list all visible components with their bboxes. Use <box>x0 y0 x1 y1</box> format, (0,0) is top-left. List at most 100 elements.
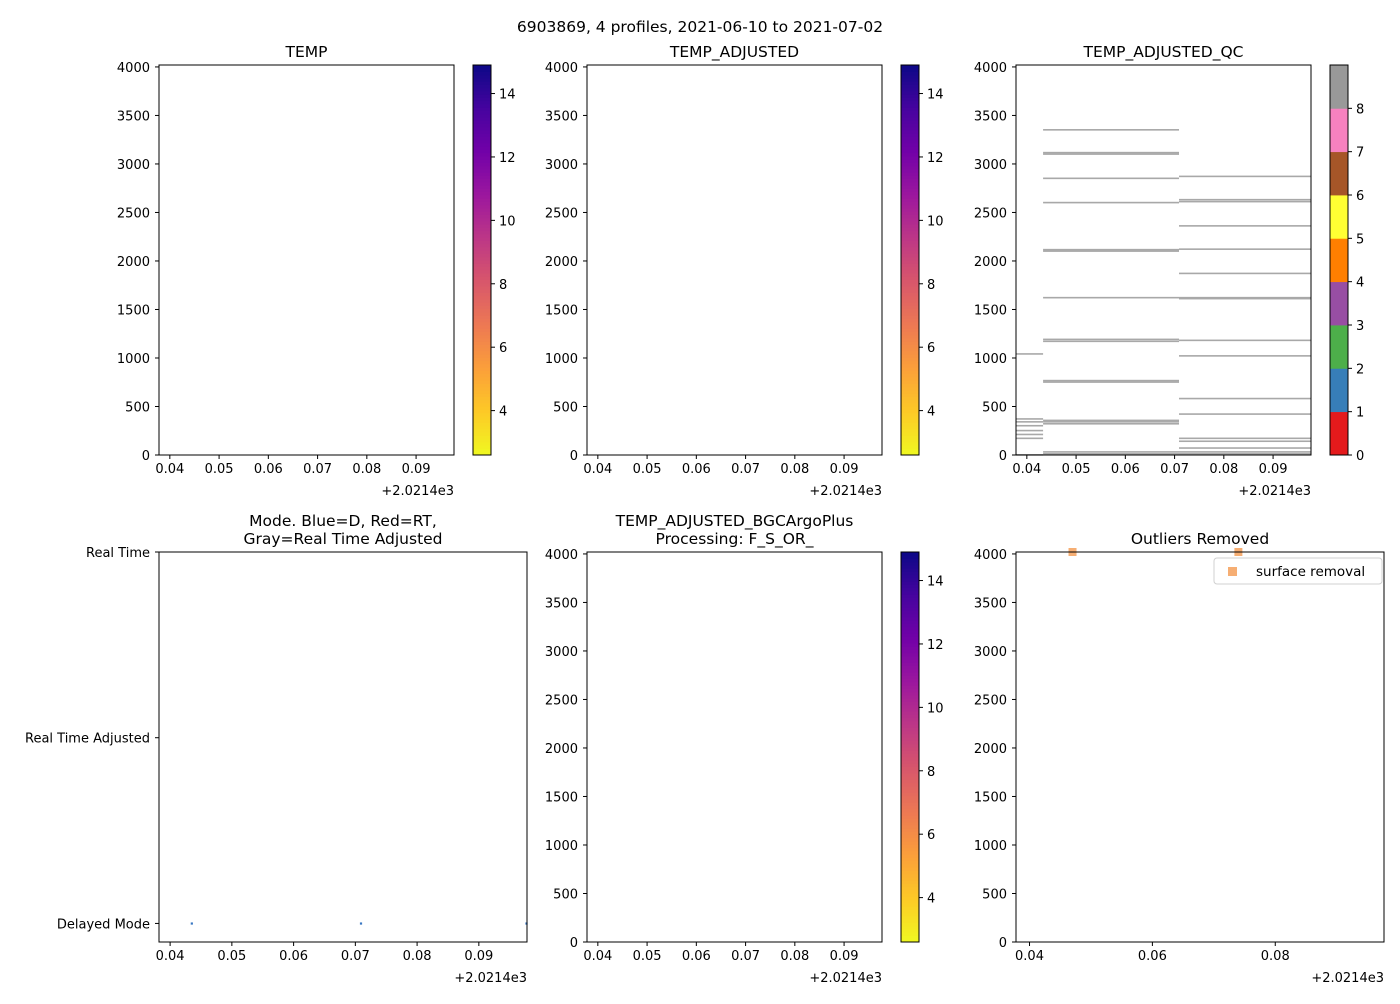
colorbar-segment <box>901 760 919 764</box>
colorbar-segment <box>901 691 919 696</box>
colorbar-segment <box>473 412 491 417</box>
colorbar-segment <box>473 289 491 293</box>
colorbar-segment <box>901 916 919 920</box>
colorbar-segment <box>473 81 491 85</box>
qc-flag-line <box>1016 418 1044 420</box>
y-tick-label: 3500 <box>545 596 578 611</box>
chart-title: TEMP_ADJUSTED <box>669 43 799 62</box>
colorbar-segment <box>473 429 491 433</box>
colorbar-tick-label: 7 <box>1356 146 1364 161</box>
chart-title-line2: Processing: F_S_OR_ <box>656 530 814 549</box>
qc-flag-line <box>1016 437 1044 440</box>
colorbar-segment <box>901 678 919 683</box>
y-tick-label: 500 <box>553 400 578 415</box>
colorbar-segment <box>901 938 919 943</box>
colorbar-segment <box>473 432 491 436</box>
colorbar-segment <box>473 416 491 420</box>
colorbar-segment <box>473 260 491 264</box>
y-tick-label: 1000 <box>117 352 150 367</box>
colorbar-segment <box>901 909 919 914</box>
qc-flag-line <box>1179 198 1311 201</box>
colorbar-segment <box>473 107 491 111</box>
y-tick-label: 2000 <box>545 742 578 757</box>
colorbar-segment <box>473 94 491 98</box>
colorbar-segment <box>901 412 919 417</box>
y-tick-label: 1000 <box>545 352 578 367</box>
colorbar-segment <box>473 383 491 388</box>
chart-mode: Mode. Blue=D, Red=RT,Gray=Real Time Adju… <box>25 512 528 986</box>
colorbar-segment <box>901 610 919 615</box>
y-tick-label: 2000 <box>974 255 1007 270</box>
y-tick-label: 2500 <box>545 693 578 708</box>
colorbar-segment <box>901 273 919 277</box>
colorbar-segment <box>473 159 491 163</box>
colorbar-segment <box>901 747 919 751</box>
colorbar-segment <box>473 292 491 297</box>
colorbar-segment <box>901 152 919 157</box>
colorbar-segment <box>901 831 919 836</box>
y-tick-label: 0 <box>142 449 150 464</box>
colorbar-segment <box>473 347 491 352</box>
qc-flag-line <box>1043 151 1180 154</box>
colorbar-segment <box>901 854 919 858</box>
qc-flag-line <box>1179 453 1311 455</box>
colorbar-segment <box>901 149 919 154</box>
axes-frame <box>586 551 883 943</box>
colorbar-segment <box>901 260 919 264</box>
colorbar-segment <box>901 263 919 267</box>
y-tick-label: 500 <box>982 887 1007 902</box>
colorbar-segment <box>901 883 919 888</box>
colorbar-segment <box>473 172 491 176</box>
x-tick-label: 0.05 <box>633 949 662 964</box>
colorbar-tick-label: 6 <box>927 828 935 843</box>
x-tick-label: 0.09 <box>464 949 493 964</box>
colorbar-segment <box>473 393 491 397</box>
colorbar-segment <box>473 113 491 118</box>
colorbar-segment <box>901 344 919 349</box>
colorbar-segment <box>901 555 919 559</box>
colorbar-segment <box>473 370 491 375</box>
colorbar-segment <box>473 399 491 404</box>
y-tick-label: 2500 <box>545 206 578 221</box>
colorbar-segment <box>901 188 919 193</box>
colorbar-segment <box>901 120 919 124</box>
y-tick-label: Real Time Adjusted <box>25 732 150 747</box>
colorbar-segment <box>473 165 491 170</box>
chart-temp: TEMP 0.04 0.05 0.06 0.07 0.08 0.09 +2.0214e3 0 50… <box>117 43 516 499</box>
colorbar-segment <box>901 600 919 605</box>
colorbar-segment <box>901 786 919 790</box>
colorbar-segment <box>473 149 491 154</box>
colorbar-segment <box>901 571 919 576</box>
colorbar-segment <box>473 91 491 95</box>
colorbar-segment <box>473 71 491 76</box>
colorbar-segment <box>901 178 919 183</box>
colorbar-segment <box>473 344 491 349</box>
colorbar-segment <box>901 143 919 147</box>
colorbar-segment <box>473 208 491 212</box>
y-tick-label: 500 <box>125 400 150 415</box>
colorbar-segment <box>901 240 919 245</box>
x-tick-label: 0.07 <box>731 949 760 964</box>
colorbar-segment <box>901 247 919 251</box>
colorbar-segment <box>901 565 919 569</box>
qc-flag-line <box>1179 397 1311 400</box>
colorbar-frame <box>900 551 920 943</box>
colorbar-segment <box>901 136 919 141</box>
colorbar-segment <box>901 591 919 595</box>
colorbar-segment <box>901 769 919 774</box>
y-tick-label: Real Time <box>86 546 150 561</box>
colorbar-segment <box>901 286 919 290</box>
colorbar-segment <box>901 312 919 316</box>
colorbar-segment <box>901 766 919 771</box>
colorbar-segment <box>901 789 919 793</box>
colorbar-segment <box>1330 238 1348 283</box>
colorbar-segment <box>901 217 919 222</box>
colorbar-segment <box>473 234 491 238</box>
qc-flag-line <box>1016 433 1044 436</box>
colorbar-segment <box>901 643 919 647</box>
colorbar-segment <box>901 825 919 829</box>
colorbar-segment <box>901 442 919 446</box>
chart-temp-adjusted-qc: TEMP_ADJUSTED_QC 0.04 0.05 0.06 0.07 0.08 0.09… <box>974 43 1364 499</box>
colorbar-tick-label: 8 <box>927 278 935 293</box>
